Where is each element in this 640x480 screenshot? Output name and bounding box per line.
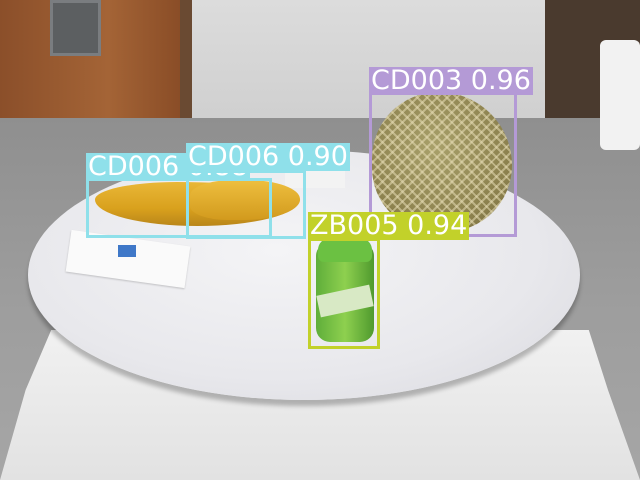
paper-sheet-back	[285, 170, 345, 188]
melon	[372, 92, 512, 232]
gum-bottle-cap	[318, 238, 372, 262]
detection-box-zb005	[308, 238, 380, 349]
door-window	[50, 0, 101, 56]
paper-logo	[118, 245, 136, 257]
stool	[600, 40, 640, 150]
banana-second	[190, 180, 300, 220]
door-frame	[180, 0, 192, 120]
detection-label-cd003: CD003 0.96	[369, 65, 533, 96]
detection-label-zb005: ZB005 0.94	[308, 210, 470, 241]
detection-box-cd006-b	[186, 170, 306, 239]
detection-label-cd006-b: CD006 0.90	[186, 141, 350, 172]
